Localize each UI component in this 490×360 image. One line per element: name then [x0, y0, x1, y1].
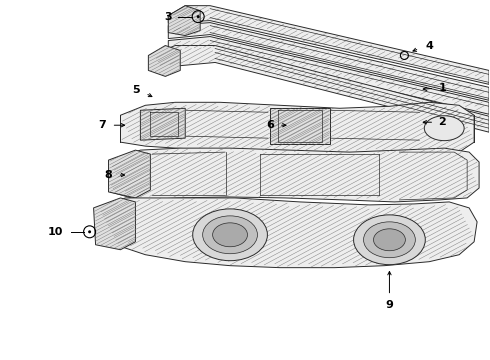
Polygon shape [96, 198, 477, 268]
Text: 8: 8 [105, 170, 112, 180]
Text: 5: 5 [133, 85, 140, 95]
Text: 7: 7 [98, 120, 106, 130]
Text: 4: 4 [425, 41, 433, 50]
Text: 3: 3 [165, 12, 172, 22]
Ellipse shape [373, 229, 405, 251]
Text: 10: 10 [48, 227, 63, 237]
Polygon shape [168, 6, 200, 36]
Polygon shape [148, 45, 180, 76]
Polygon shape [270, 108, 330, 144]
Ellipse shape [354, 215, 425, 265]
Polygon shape [94, 198, 135, 250]
Circle shape [88, 230, 91, 233]
Ellipse shape [193, 209, 268, 261]
Polygon shape [168, 37, 489, 114]
Circle shape [196, 15, 200, 18]
Polygon shape [141, 108, 185, 140]
Polygon shape [150, 45, 489, 132]
Ellipse shape [424, 116, 464, 141]
Polygon shape [111, 148, 479, 202]
Polygon shape [168, 6, 489, 84]
Polygon shape [168, 23, 489, 100]
Polygon shape [108, 150, 150, 198]
Text: 6: 6 [266, 120, 274, 130]
Ellipse shape [203, 216, 257, 254]
Ellipse shape [364, 222, 416, 258]
Text: 9: 9 [386, 300, 393, 310]
Text: 1: 1 [439, 84, 446, 93]
Text: 2: 2 [439, 117, 446, 127]
Polygon shape [121, 102, 474, 154]
Ellipse shape [213, 223, 247, 247]
